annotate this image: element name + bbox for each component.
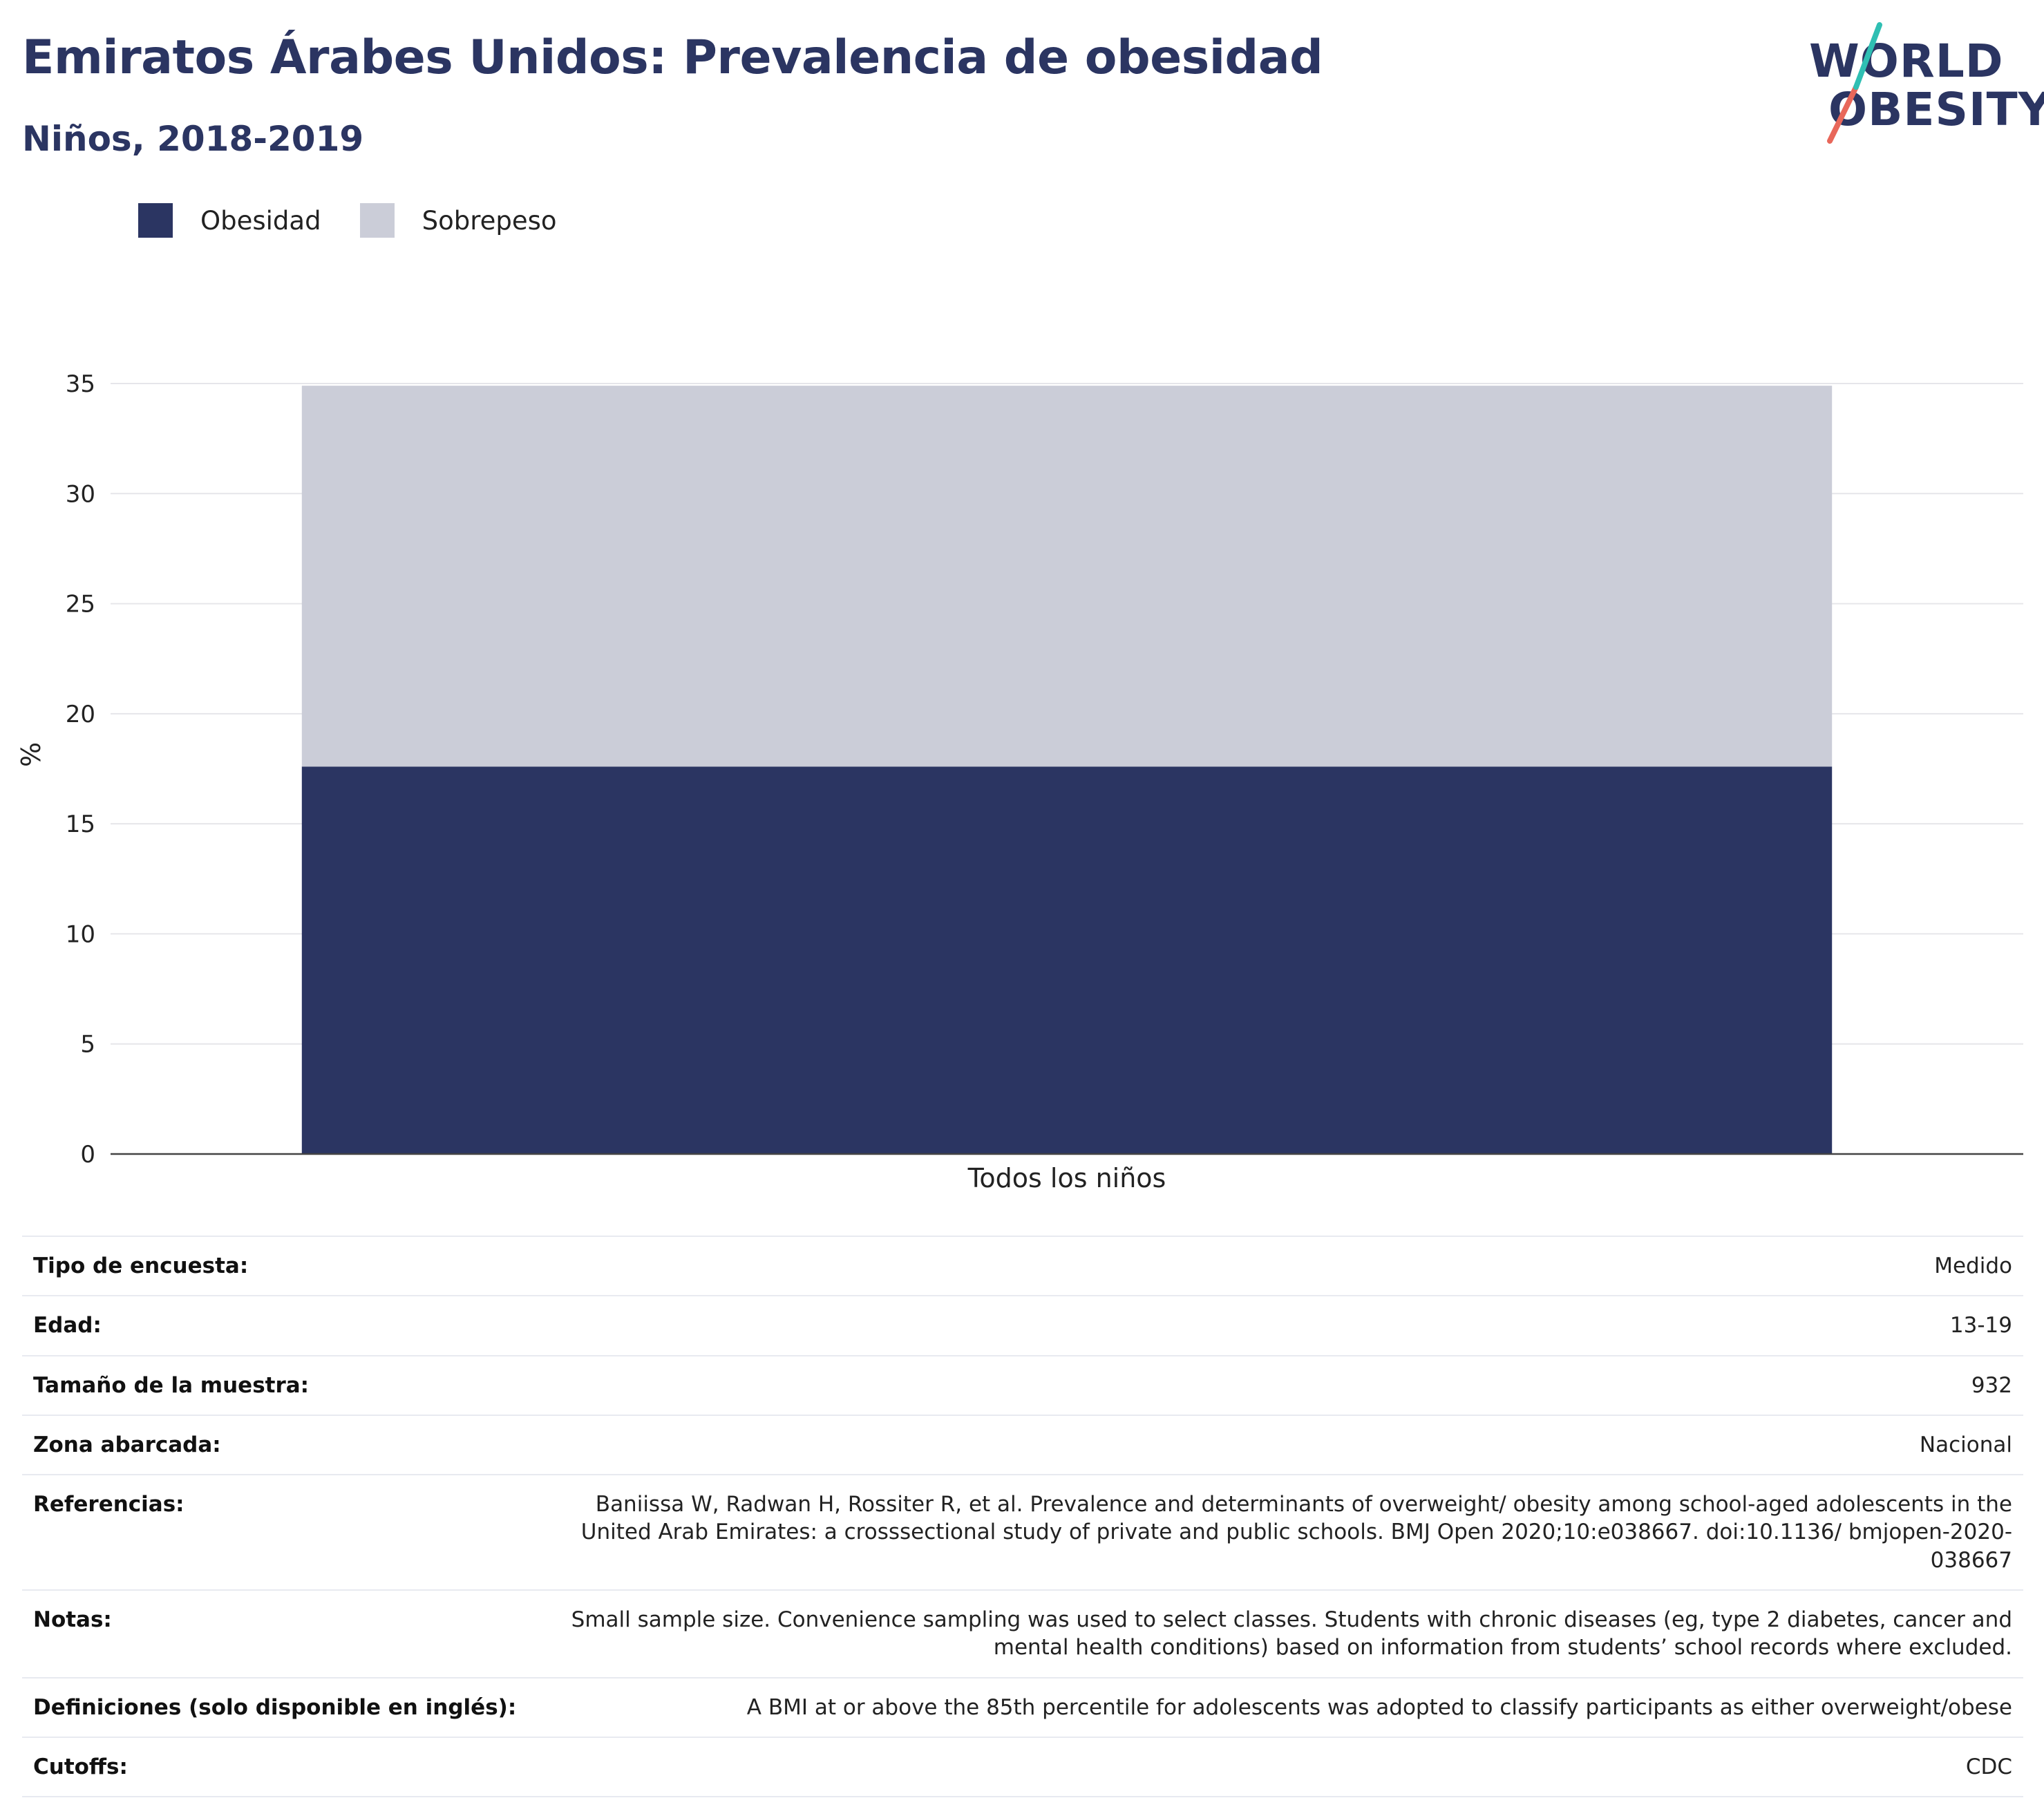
y-tick-label: 20 — [66, 701, 95, 728]
bar-obesidad[interactable] — [301, 766, 1833, 1154]
page-subtitle: Niños, 2018-2019 — [22, 119, 364, 159]
world-obesity-logo: WORLD OBESITY — [1797, 19, 2044, 144]
info-value: Baniissa W, Radwan H, Rossiter R, et al.… — [542, 1474, 2023, 1591]
info-row: Edad: 13-19 — [22, 1295, 2023, 1356]
info-row: Cutoffs: CDC — [22, 1736, 2023, 1798]
info-row: Definiciones (solo disponible en inglés)… — [22, 1676, 2023, 1738]
info-label: Notas: — [22, 1589, 542, 1678]
info-value: Medido — [542, 1235, 2023, 1297]
info-row: Tipo de encuesta: Medido — [22, 1235, 2023, 1297]
info-label: Edad: — [22, 1295, 542, 1356]
page-title: Emiratos Árabes Unidos: Prevalencia de o… — [22, 30, 1323, 85]
info-label: Definiciones (solo disponible en inglés)… — [22, 1676, 542, 1738]
legend-label-sobrepeso: Sobrepeso — [422, 205, 557, 236]
y-tick-label: 25 — [66, 591, 95, 618]
y-axis-title: % — [16, 742, 46, 767]
chart-bars — [301, 386, 1833, 1154]
stacked-bar-chart: 0 5 10 15 20 25 30 35 Todos los niños % — [16, 370, 2023, 1193]
info-value: 932 — [542, 1354, 2023, 1416]
logo-word-obesity: OBESITY — [1828, 83, 2044, 136]
legend-item-obesidad[interactable]: Obesidad — [138, 203, 321, 238]
y-tick-labels: 0 5 10 15 20 25 30 35 — [66, 370, 95, 1169]
info-label: Cutoffs: — [22, 1736, 542, 1798]
legend-item-sobrepeso[interactable]: Sobrepeso — [359, 203, 557, 238]
info-label: Tipo de encuesta: — [22, 1235, 542, 1297]
info-row: Referencias: Baniissa W, Radwan H, Rossit… — [22, 1474, 2023, 1591]
legend-swatch-sobrepeso — [359, 203, 395, 238]
info-row: Notas: Small sample size. Convenience sam… — [22, 1589, 2023, 1678]
info-row: Zona abarcada: Nacional — [22, 1414, 2023, 1476]
y-tick-label: 5 — [80, 1031, 95, 1059]
info-row: Tamaño de la muestra: 932 — [22, 1354, 2023, 1416]
survey-info-table: Tipo de encuesta: Medido Edad: 13-19 Tamaño … — [22, 1235, 2023, 1798]
y-tick-label: 35 — [66, 370, 95, 398]
y-tick-label: 10 — [66, 920, 95, 948]
info-value: A BMI at or above the 85th percentile fo… — [542, 1676, 2023, 1738]
y-tick-label: 0 — [80, 1141, 95, 1169]
logo-slash-icon — [1827, 22, 1882, 144]
legend-swatch-obesidad — [138, 203, 173, 238]
y-tick-label: 30 — [66, 480, 95, 508]
info-value: Nacional — [542, 1414, 2023, 1476]
bar-sobrepeso[interactable] — [301, 386, 1833, 767]
logo-word-world: WORLD — [1809, 35, 2004, 88]
x-tick-labels: Todos los niños — [967, 1163, 1166, 1193]
y-tick-label: 15 — [66, 811, 95, 838]
x-tick-label: Todos los niños — [967, 1163, 1166, 1193]
info-label: Referencias: — [22, 1474, 542, 1591]
legend-label-obesidad: Obesidad — [200, 205, 321, 236]
info-label: Tamaño de la muestra: — [22, 1354, 542, 1416]
info-value: CDC — [542, 1736, 2023, 1798]
chart-legend: Obesidad Sobrepeso — [138, 203, 596, 238]
info-value: 13-19 — [542, 1295, 2023, 1356]
info-label: Zona abarcada: — [22, 1414, 542, 1476]
info-value: Small sample size. Convenience sampling … — [542, 1589, 2023, 1678]
